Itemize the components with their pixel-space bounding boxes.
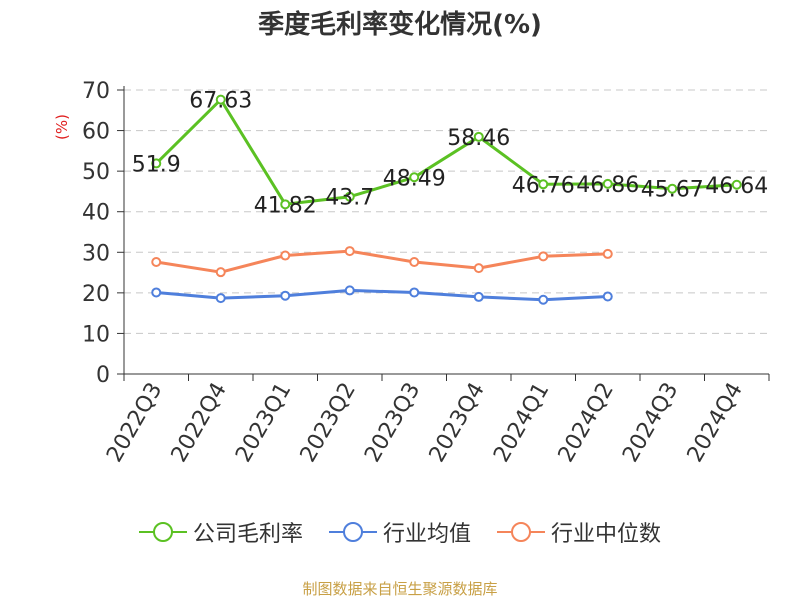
data-point — [215, 293, 226, 304]
data-point — [473, 291, 484, 302]
series-lines — [151, 94, 742, 305]
legend-item-industry-median[interactable]: 行业中位数 — [497, 516, 661, 548]
data-label: 58.46 — [447, 126, 510, 151]
data-point — [538, 251, 549, 262]
data-label: 67.63 — [189, 89, 252, 114]
legend-marker-icon — [328, 522, 377, 542]
y-tick-label: 60 — [82, 120, 110, 145]
x-tick-label: 2024Q1 — [489, 379, 554, 467]
data-point — [667, 183, 678, 194]
data-point — [280, 250, 291, 261]
data-point — [473, 263, 484, 274]
x-tick-label: 2024Q3 — [618, 379, 683, 467]
data-point — [538, 179, 549, 190]
legend-marker-icon — [497, 522, 545, 542]
source-note: 制图数据来自恒生聚源数据库 — [302, 580, 498, 598]
data-point — [344, 246, 355, 257]
legend-label: 行业中位数 — [551, 522, 662, 547]
data-point — [280, 290, 291, 301]
data-point — [602, 178, 613, 189]
legend-label: 行业均值 — [382, 522, 471, 547]
data-point — [215, 267, 226, 278]
data-point — [409, 172, 420, 183]
data-point — [409, 257, 420, 268]
data-label: 46.76 — [512, 173, 575, 198]
legend-label: 公司毛利率 — [192, 522, 303, 547]
series-line — [156, 249, 608, 274]
y-tick-label: 10 — [82, 322, 110, 347]
data-label: 41.82 — [254, 193, 317, 218]
data-point — [151, 257, 162, 268]
data-point — [151, 287, 162, 298]
x-tick-label: 2023Q4 — [425, 379, 490, 467]
x-tick-label: 2023Q3 — [360, 379, 425, 467]
y-tick-label: 40 — [82, 201, 110, 226]
data-label: 43.7 — [325, 186, 374, 211]
legend-item-industry-mean[interactable]: 行业均值 — [328, 516, 471, 548]
data-point — [344, 285, 355, 296]
y-tick-label: 70 — [82, 79, 110, 104]
data-point — [215, 94, 226, 105]
x-tick-label: 2024Q2 — [554, 379, 619, 467]
x-tick-label: 2023Q2 — [296, 379, 361, 467]
chart-title: 季度毛利率变化情况(%) — [258, 10, 542, 40]
y-tick-label: 0 — [96, 363, 110, 388]
x-tick-label: 2024Q4 — [683, 379, 748, 467]
data-point — [538, 294, 549, 305]
data-label: 48.49 — [383, 166, 446, 191]
data-label: 46.64 — [705, 174, 768, 199]
x-tick-label: 2023Q1 — [231, 379, 296, 467]
series-line — [155, 98, 737, 206]
y-axis-label: (%) — [53, 114, 71, 140]
series-line — [156, 288, 608, 302]
legend: 公司毛利率 行业均值 行业中位数 — [0, 516, 800, 548]
data-point — [344, 191, 355, 202]
y-tick-label: 20 — [82, 282, 110, 307]
data-point — [151, 158, 162, 169]
legend-marker-icon — [138, 522, 187, 542]
data-point — [473, 131, 484, 142]
data-label: 51.9 — [132, 152, 181, 177]
data-label: 45.67 — [641, 178, 704, 203]
x-tick-label: 2022Q3 — [102, 379, 167, 467]
legend-item-company-margin[interactable]: 公司毛利率 — [138, 516, 303, 548]
data-point — [602, 248, 613, 259]
data-point — [602, 291, 613, 302]
data-point — [280, 199, 291, 210]
y-tick-label: 30 — [82, 241, 110, 266]
data-point — [409, 287, 420, 298]
data-label: 46.86 — [576, 173, 639, 198]
data-point — [731, 179, 742, 190]
x-tick-label: 2022Q4 — [167, 379, 232, 467]
y-tick-label: 50 — [82, 160, 110, 185]
